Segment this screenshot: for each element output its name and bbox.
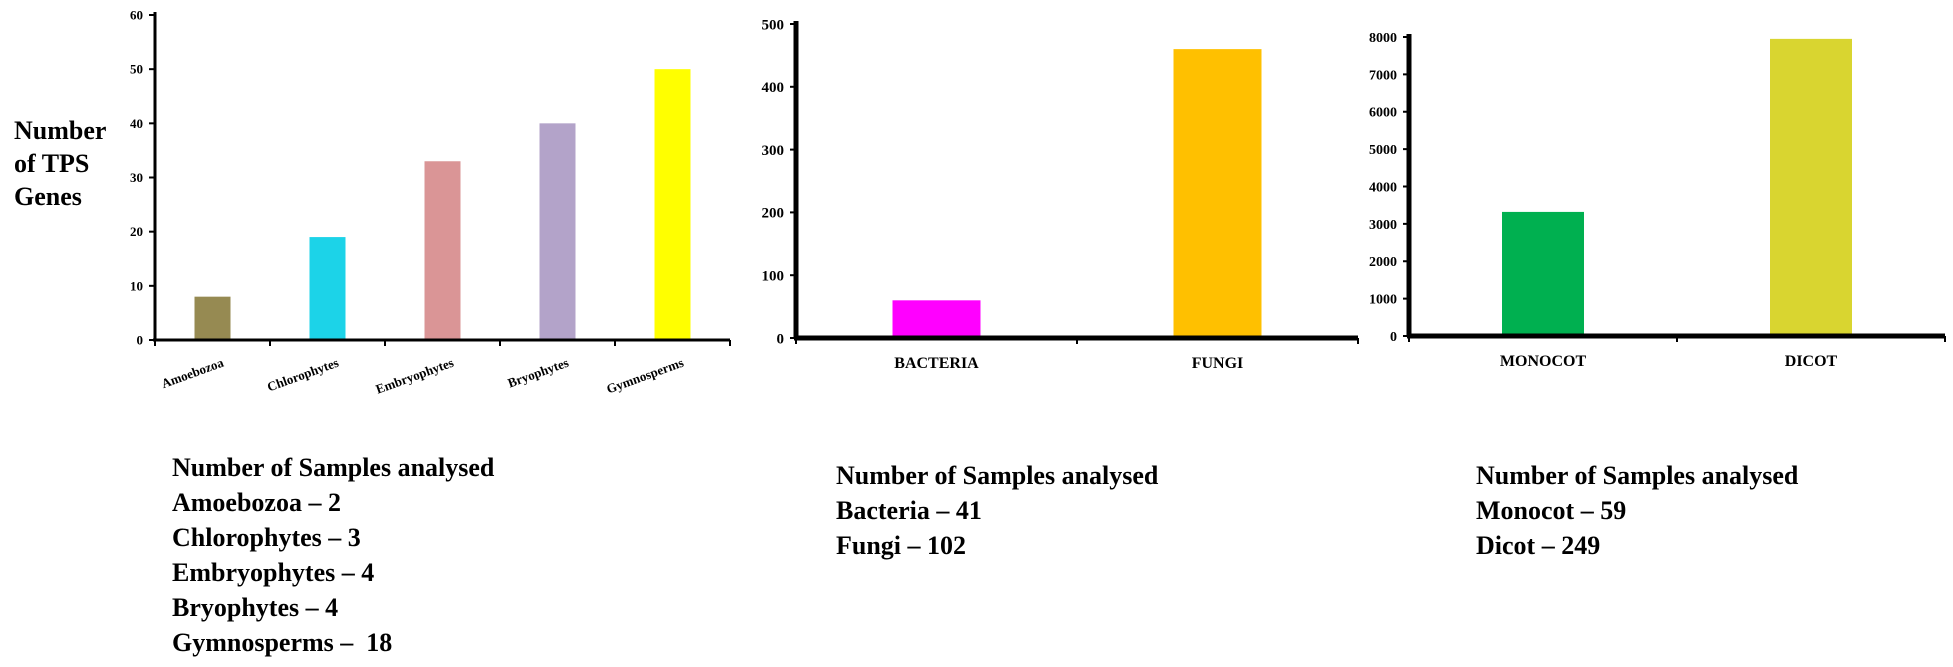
y-axis-label-line: Number	[14, 116, 107, 145]
bar-monocot	[1502, 211, 1584, 336]
y-axis-label: Number of TPS Genes	[14, 114, 106, 213]
x-tick-label: BACTERIA	[894, 355, 979, 372]
y-tick-label: 6000	[1369, 106, 1397, 121]
y-tick-label: 300	[762, 143, 785, 159]
y-axis-label-line: of TPS	[14, 149, 90, 178]
samples-note-lineages: Number of Samples analysed Amoebozoa – 2…	[172, 450, 494, 660]
y-tick-label: 4000	[1369, 180, 1397, 195]
bar-fungi	[1173, 49, 1262, 339]
x-tick-label: Bryophytes	[506, 355, 571, 391]
note-line: Bacteria – 41	[836, 496, 982, 525]
chart-monocot-dicot: 0 1000 2000 3000 4000 5000 6000 7000 8000 MONOCOT…	[1369, 31, 1946, 370]
y-tick-label: 500	[762, 17, 785, 33]
y-tick-label: 40	[130, 116, 143, 131]
bar-dicot	[1770, 38, 1852, 337]
chart-tps-genes-by-lineage: 0 10 20 30 40 50 60 Amoebozoa Chlorophytes Embryo…	[130, 8, 731, 397]
bar-amoebozoa	[194, 296, 231, 340]
y-axis-label-line: Genes	[14, 182, 82, 211]
x-tick-label: DICOT	[1785, 353, 1838, 370]
y-tick-label: 5000	[1369, 143, 1397, 158]
y-tick-label: 10	[130, 278, 143, 293]
bar-chlorophytes	[309, 237, 346, 340]
note-title: Number of Samples analysed	[1476, 461, 1799, 490]
y-tick-label: 3000	[1369, 218, 1397, 233]
x-tick-label: Embryophytes	[374, 355, 456, 397]
samples-note-plants: Number of Samples analysed Monocot – 59 …	[1476, 458, 1798, 563]
note-line: Bryophytes – 4	[172, 593, 339, 622]
note-line: Fungi – 102	[836, 531, 967, 560]
y-tick-label: 100	[762, 268, 785, 284]
y-tick-label: 50	[130, 62, 143, 77]
chart-bacteria-fungi: 0 100 200 300 400 500 BACTERIA FUNGI	[762, 17, 1359, 372]
y-tick-label: 8000	[1369, 31, 1397, 46]
y-tick-label: 0	[137, 333, 144, 348]
y-tick-label: 20	[130, 224, 143, 239]
y-tick-label: 2000	[1369, 255, 1397, 270]
bar-gymnosperms	[654, 69, 691, 341]
bar-embryophytes	[424, 161, 461, 340]
y-tick-label: 0	[777, 331, 785, 347]
samples-note-microbes: Number of Samples analysed Bacteria – 41…	[836, 458, 1158, 563]
x-tick-label: Chlorophytes	[265, 355, 341, 395]
y-tick-label: 60	[130, 8, 143, 23]
note-line: Chlorophytes – 3	[172, 523, 361, 552]
x-tick-label: Amoebozoa	[159, 355, 226, 391]
bar-bryophytes	[539, 123, 576, 340]
x-tick-label: MONOCOT	[1500, 353, 1587, 370]
note-line: Embryophytes – 4	[172, 558, 375, 587]
note-line: Dicot – 249	[1476, 531, 1601, 560]
y-tick-label: 0	[1390, 330, 1397, 345]
y-tick-label: 1000	[1369, 293, 1397, 308]
y-tick-label: 7000	[1369, 68, 1397, 83]
note-line: Monocot – 59	[1476, 496, 1627, 525]
note-title: Number of Samples analysed	[836, 461, 1159, 490]
x-tick-label: FUNGI	[1192, 355, 1244, 372]
y-tick-label: 30	[130, 170, 143, 185]
note-line: Gymnosperms – 18	[172, 628, 393, 657]
y-tick-label: 200	[762, 206, 785, 222]
x-tick-label: Gymnosperms	[604, 355, 685, 397]
note-title: Number of Samples analysed	[172, 453, 495, 482]
bar-bacteria	[892, 300, 981, 338]
note-line: Amoebozoa – 2	[172, 488, 341, 517]
y-tick-label: 400	[762, 80, 785, 96]
